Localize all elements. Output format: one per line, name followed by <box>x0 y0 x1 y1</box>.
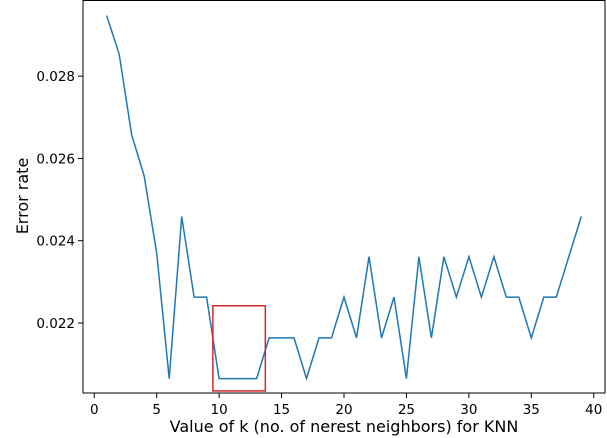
x-tick-label: 20 <box>335 402 352 418</box>
x-axis-label: Value of k (no. of nerest neighbors) for… <box>170 417 519 436</box>
x-tick-label: 5 <box>152 402 161 418</box>
x-tick-label: 15 <box>273 402 290 418</box>
x-tick-label: 30 <box>460 402 477 418</box>
y-axis-ticks: 0.022 0.024 0.026 0.028 <box>36 69 83 332</box>
y-tick-label: 0.026 <box>36 151 75 167</box>
plot-border <box>82 0 606 394</box>
x-tick-label: 40 <box>585 402 602 418</box>
x-tick-label: 10 <box>211 402 228 418</box>
highlight-rectangle <box>212 305 267 392</box>
x-tick-label: 35 <box>523 402 540 418</box>
y-tick-label: 0.028 <box>36 69 75 85</box>
annotation-layer <box>212 305 267 392</box>
plot-frame <box>82 0 606 394</box>
series-line-0 <box>105 15 583 382</box>
x-axis-ticks: 0 5 10 15 20 25 30 35 40 <box>90 393 602 418</box>
series-layer <box>105 15 583 382</box>
y-tick-label: 0.024 <box>36 234 75 250</box>
x-tick-label: 0 <box>90 402 99 418</box>
y-tick-label: 0.022 <box>36 316 75 332</box>
y-axis-label: Error rate <box>13 158 32 235</box>
x-tick-label: 25 <box>398 402 415 418</box>
